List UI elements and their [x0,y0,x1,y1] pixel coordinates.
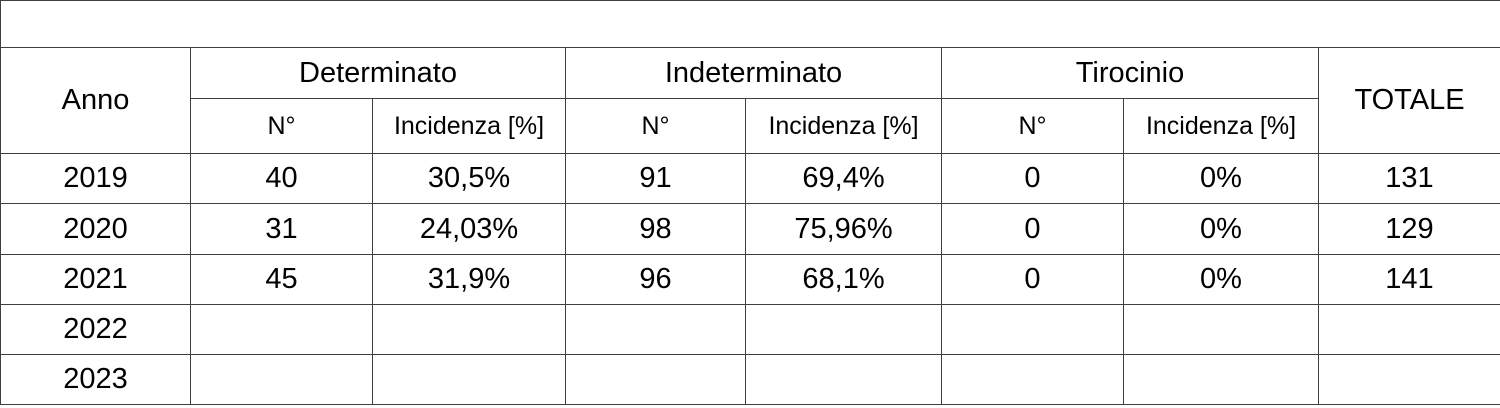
header-group-determinato: Determinato [190,47,566,100]
cell-totale [1318,303,1500,355]
header-group-row: Anno Determinato Indeterminato Tirocinio… [0,47,1500,155]
cell-tirocinio-inc [1123,303,1319,355]
cell-tirocinio-inc [1123,353,1319,406]
cell-determinato-n [190,303,373,355]
cell-tirocinio-inc: 0% [1123,153,1319,205]
cell-anno: 2021 [0,253,191,305]
cell-indeterminato-inc: 68,1% [745,253,942,305]
header-determinato-incidence: Incidenza [%] [372,98,566,155]
cell-tirocinio-inc: 0% [1123,253,1319,305]
cell-totale: 131 [1318,153,1500,205]
cell-determinato-inc: 30,5% [372,153,566,205]
table-row: 2021 45 31,9% 96 68,1% 0 0% 141 [0,253,1500,305]
cell-totale: 129 [1318,203,1500,255]
cell-determinato-n: 40 [190,153,373,205]
header-indeterminato-incidence: Incidenza [%] [745,98,942,155]
cell-anno: 2022 [0,303,191,355]
cell-determinato-inc [372,303,566,355]
page-title-subnote: (al 31/12) [988,17,1069,39]
page-title: PROSPETTO TIPOLOGIA CONTRATTO [432,7,983,41]
cell-tirocinio-n [941,303,1124,355]
header-totale: TOTALE [1318,47,1500,155]
cell-tirocinio-n: 0 [941,203,1124,255]
cell-indeterminato-inc: 75,96% [745,203,942,255]
header-indeterminato-count: N° [565,98,746,155]
header-tirocinio-count: N° [941,98,1124,155]
title-row: PROSPETTO TIPOLOGIA CONTRATTO (al 31/12) [0,0,1500,49]
cell-determinato-n: 31 [190,203,373,255]
cell-indeterminato-n: 98 [565,203,746,255]
cell-indeterminato-n [565,353,746,406]
cell-indeterminato-n [565,303,746,355]
header-determinato-count: N° [190,98,373,155]
table-row: 2023 [0,353,1500,406]
cell-indeterminato-n: 91 [565,153,746,205]
cell-indeterminato-n: 96 [565,253,746,305]
cell-determinato-n [190,353,373,406]
table-row: 2019 40 30,5% 91 69,4% 0 0% 131 [0,153,1500,205]
cell-anno: 2019 [0,153,191,205]
cell-indeterminato-inc [745,353,942,406]
cell-tirocinio-n: 0 [941,153,1124,205]
header-group-tirocinio: Tirocinio [941,47,1319,100]
header-group-indeterminato: Indeterminato [565,47,942,100]
table-title-cell: PROSPETTO TIPOLOGIA CONTRATTO (al 31/12) [0,0,1500,49]
cell-indeterminato-inc [745,303,942,355]
cell-anno: 2023 [0,353,191,406]
cell-determinato-inc [372,353,566,406]
cell-determinato-inc: 24,03% [372,203,566,255]
cell-tirocinio-inc: 0% [1123,203,1319,255]
header-tirocinio-incidence: Incidenza [%] [1123,98,1319,155]
cell-totale: 141 [1318,253,1500,305]
cell-anno: 2020 [0,203,191,255]
cell-tirocinio-n: 0 [941,253,1124,305]
cell-indeterminato-inc: 69,4% [745,153,942,205]
cell-tirocinio-n [941,353,1124,406]
header-sub-row: N° Incidenza [%] N° Incidenza [%] N° Inc… [1,98,1500,155]
cell-totale [1318,353,1500,406]
cell-determinato-n: 45 [190,253,373,305]
table-row: 2022 [0,303,1500,355]
cell-determinato-inc: 31,9% [372,253,566,305]
header-anno: Anno [0,47,191,155]
table-row: 2020 31 24,03% 98 75,96% 0 0% 129 [0,203,1500,255]
